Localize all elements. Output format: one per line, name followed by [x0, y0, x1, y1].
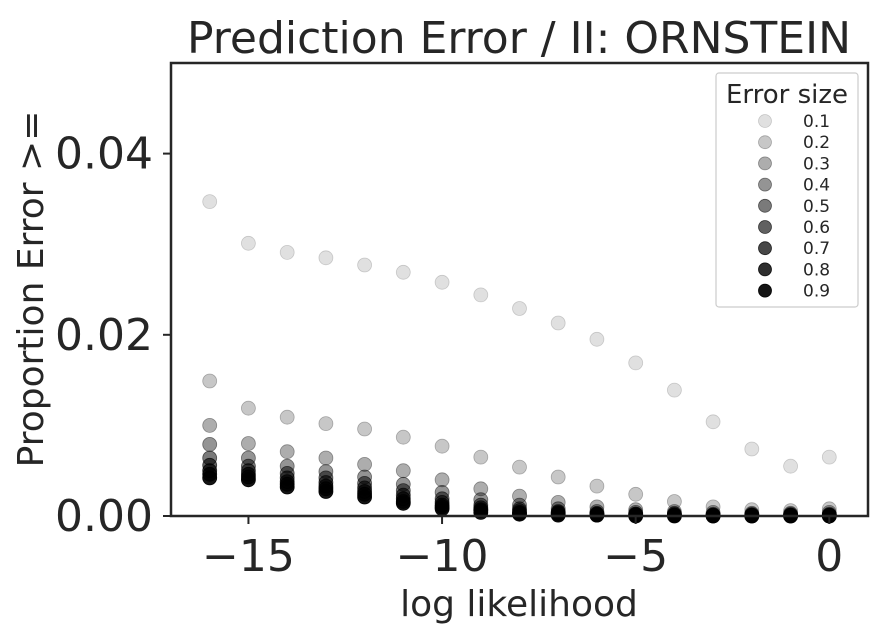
y-tick-label: 0.02 — [55, 310, 153, 361]
data-point-s2-3 — [279, 409, 295, 425]
x-tick-label: −15 — [202, 531, 295, 582]
data-point-s1-9 — [512, 301, 527, 316]
data-point-s3-4 — [318, 450, 334, 466]
legend-marker — [758, 135, 772, 150]
data-point-s2-11 — [589, 478, 605, 494]
data-point-s2-7 — [434, 438, 450, 454]
legend-label: 0.7 — [803, 239, 830, 259]
legend-label: 0.6 — [803, 218, 830, 238]
data-point-s2-5 — [357, 421, 373, 437]
data-point-s1-1 — [202, 194, 218, 210]
x-axis-label: log likelihood — [400, 584, 638, 625]
legend-marker — [758, 220, 772, 234]
legend-label: 0.2 — [803, 133, 830, 153]
legend-marker — [758, 241, 772, 256]
data-point-s1-14 — [705, 414, 721, 430]
chart-title: Prediction Error / II: ORNSTEIN — [187, 13, 851, 64]
legend-marker — [758, 156, 772, 171]
legend-items: 0.10.20.30.40.50.60.70.80.9 — [758, 112, 830, 302]
data-point-s9-7 — [434, 501, 450, 517]
data-point-s1-10 — [550, 315, 566, 331]
y-axis-ticks: 0.00 0.02 0.04 — [55, 129, 171, 542]
x-axis-ticks: −15 −10 −5 0 — [202, 516, 843, 582]
data-point-s9-1 — [202, 470, 218, 486]
data-point-s9-4 — [318, 484, 334, 499]
legend-title: Error size — [726, 80, 848, 110]
data-point-s2-8 — [473, 449, 489, 465]
data-point-s1-12 — [628, 355, 644, 371]
data-point-s9-2 — [240, 472, 256, 488]
data-point-s1-17 — [821, 449, 837, 465]
legend-label: 0.3 — [803, 154, 830, 174]
y-tick-label: 0.00 — [55, 491, 153, 542]
data-point-s1-6 — [395, 264, 411, 280]
data-point-s3-7 — [434, 472, 450, 488]
data-point-s1-8 — [473, 287, 489, 303]
data-point-s2-1 — [202, 373, 218, 389]
x-tick-label: −5 — [603, 531, 668, 582]
legend-label: 0.1 — [803, 112, 830, 132]
data-point-s1-3 — [279, 244, 295, 260]
data-point-s3-3 — [279, 444, 295, 460]
legend: Error size 0.10.20.30.40.50.60.70.80.9 — [715, 72, 859, 308]
data-point-s2-2 — [240, 400, 256, 416]
legend-box — [715, 72, 859, 308]
data-point-s3-5 — [357, 456, 373, 472]
y-tick-label: 0.04 — [55, 129, 153, 180]
data-point-s1-7 — [434, 274, 450, 290]
data-point-s4-1 — [202, 436, 218, 452]
data-point-s9-6 — [395, 495, 411, 511]
data-point-s1-11 — [589, 331, 605, 347]
data-point-s3-8 — [473, 481, 489, 497]
data-point-s9-3 — [279, 479, 295, 495]
data-point-s3-1 — [202, 417, 218, 433]
data-point-s9-5 — [357, 489, 373, 505]
data-point-s2-6 — [395, 429, 411, 445]
plot-frame — [169, 61, 870, 518]
legend-marker — [758, 177, 772, 192]
data-point-s2-4 — [318, 416, 334, 432]
data-point-s9-9 — [512, 506, 527, 522]
data-point-s1-5 — [357, 257, 373, 273]
data-point-s2-9 — [512, 459, 527, 475]
data-point-s9-8 — [473, 505, 489, 520]
data-point-s2-12 — [628, 486, 644, 502]
y-axis-label: Proportion Error >= — [11, 111, 52, 468]
legend-label: 0.5 — [803, 197, 830, 217]
data-point-s1-15 — [744, 441, 760, 457]
legend-label: 0.4 — [803, 176, 830, 196]
data-point-s1-4 — [318, 250, 334, 266]
legend-marker — [758, 198, 772, 213]
legend-label: 0.9 — [803, 282, 830, 302]
data-point-s1-13 — [667, 382, 682, 398]
legend-marker — [758, 283, 772, 298]
legend-marker — [758, 262, 772, 277]
legend-marker — [758, 114, 772, 128]
x-tick-label: −10 — [396, 531, 489, 582]
data-point-s3-2 — [240, 436, 256, 451]
data-point-s3-6 — [395, 463, 411, 479]
x-tick-label: 0 — [815, 531, 843, 582]
data-point-s1-16 — [783, 458, 798, 474]
data-point-s2-10 — [550, 469, 566, 485]
legend-label: 0.8 — [803, 260, 830, 280]
data-point-s1-2 — [240, 235, 256, 251]
